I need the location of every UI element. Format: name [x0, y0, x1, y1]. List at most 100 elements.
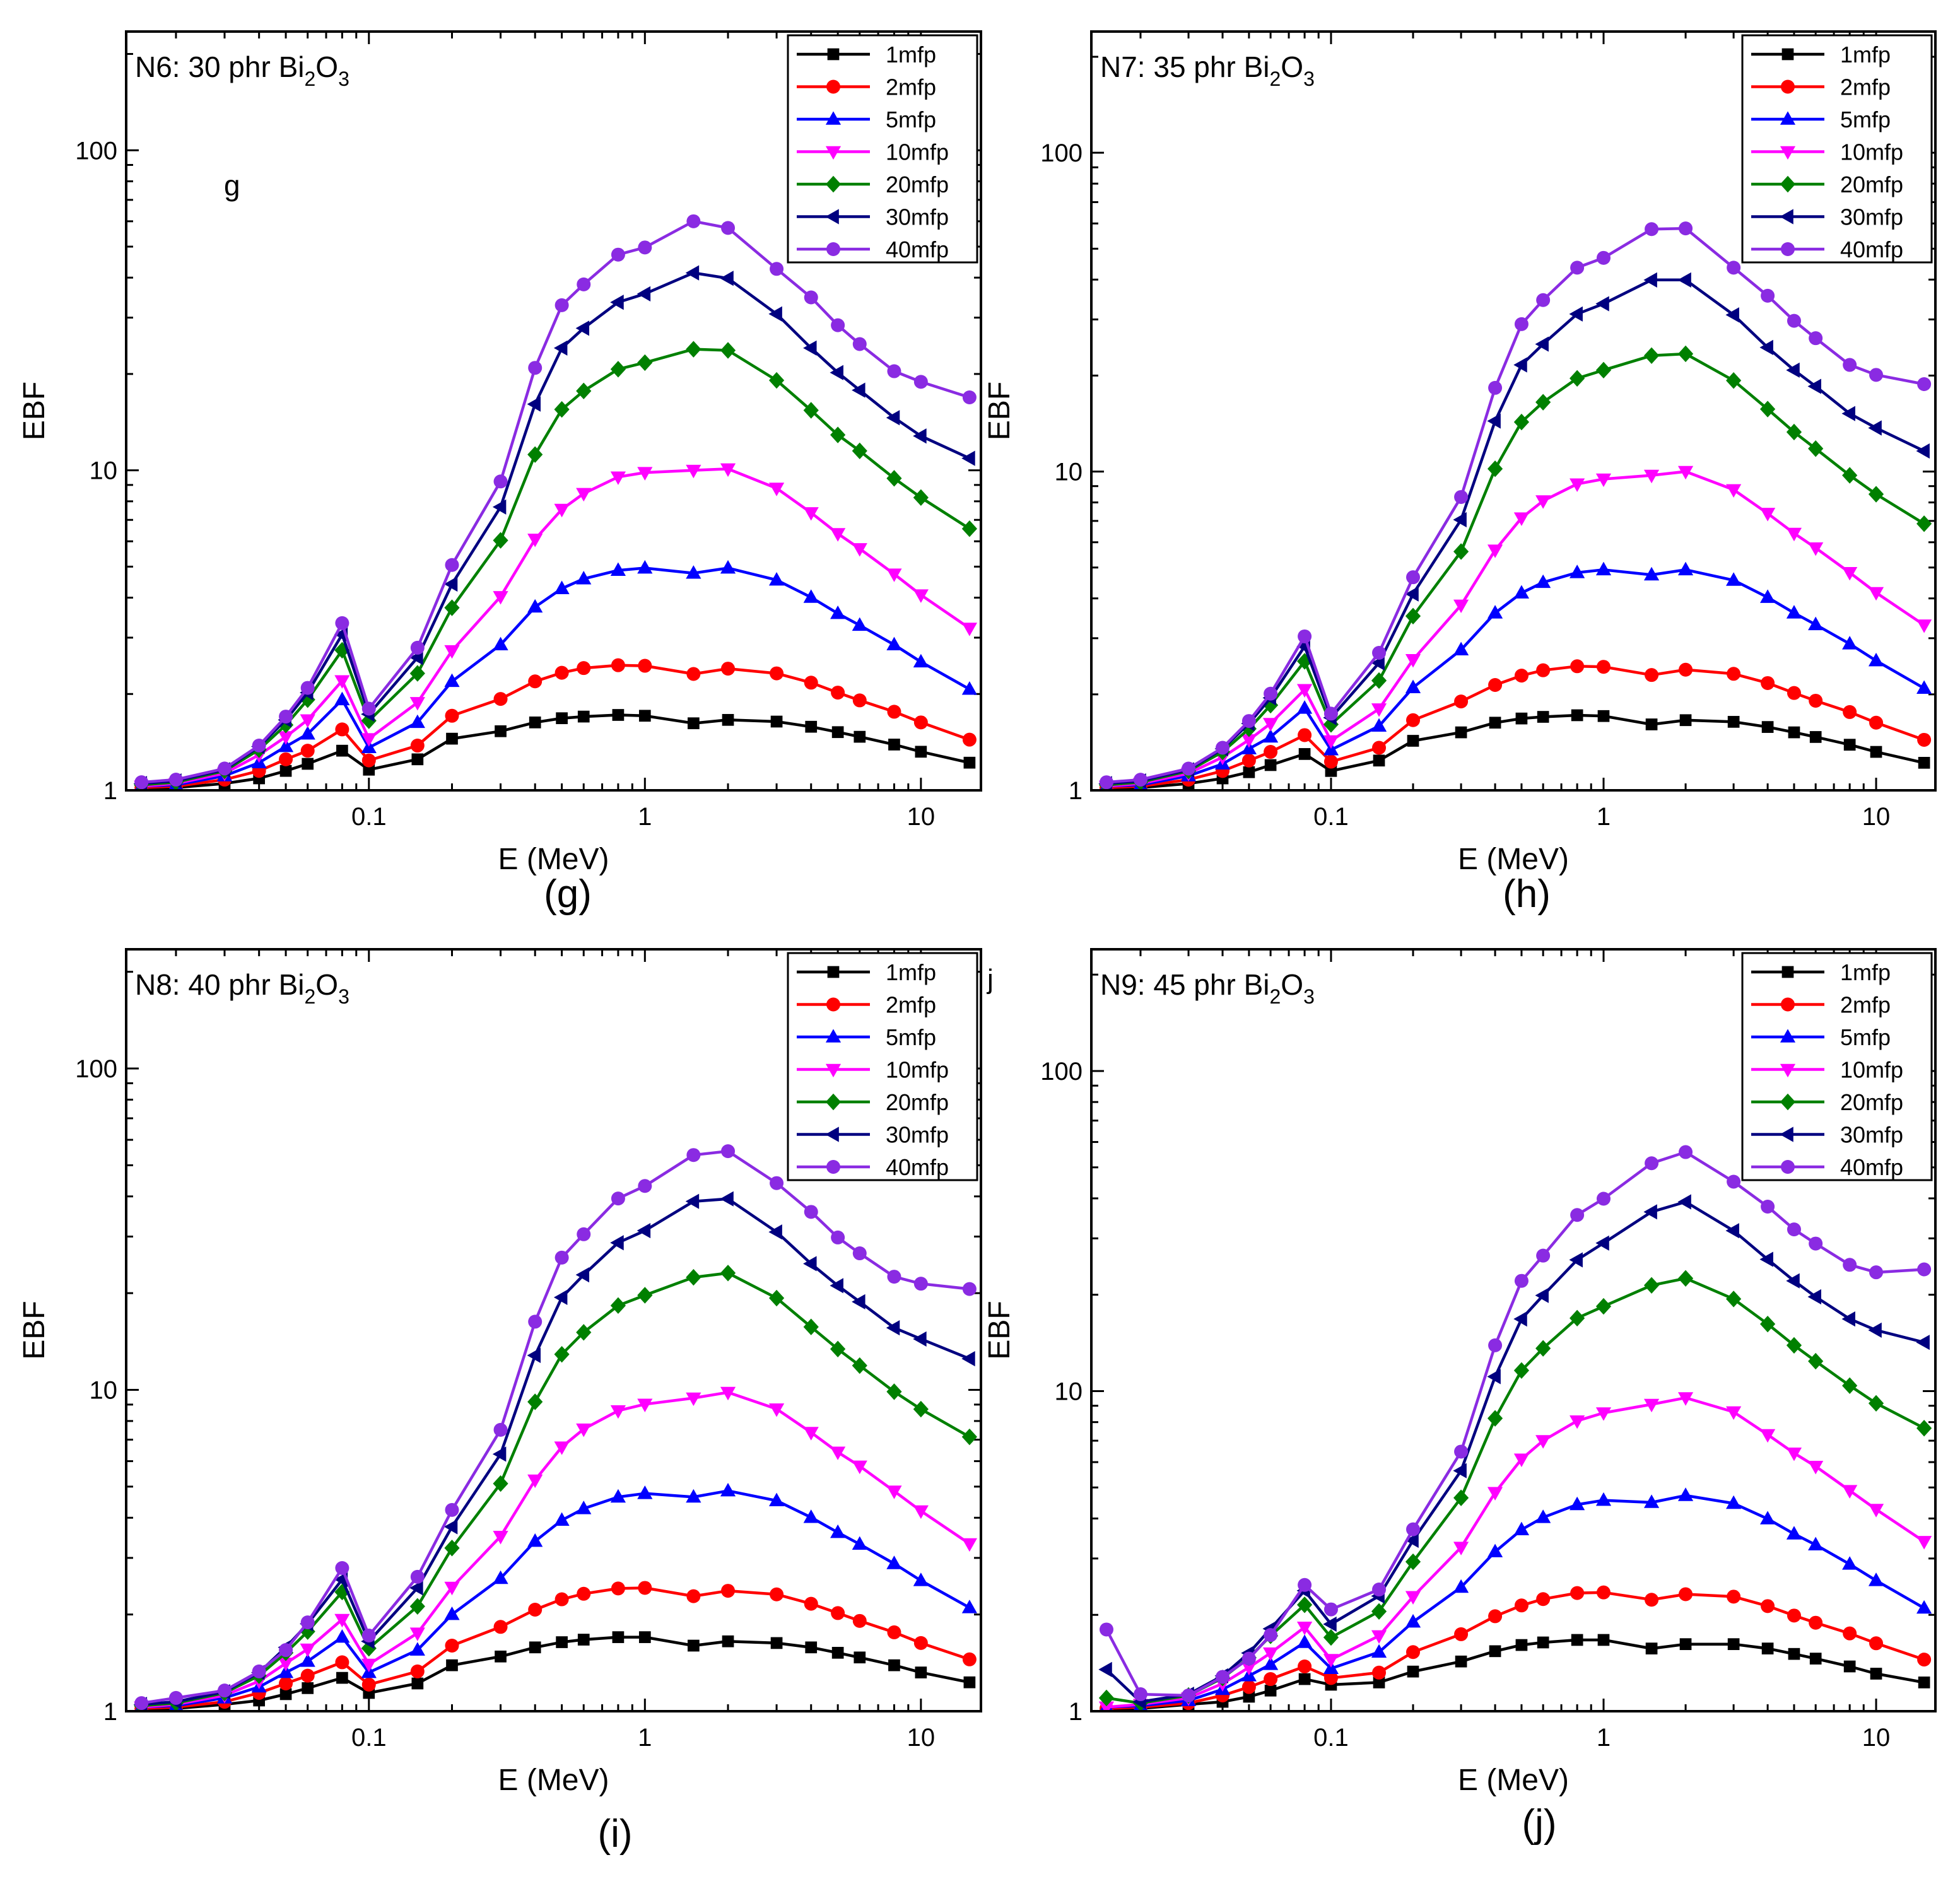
data-point-5mfp — [1513, 1521, 1530, 1536]
data-point-2mfp — [1787, 1608, 1801, 1623]
data-point-5mfp — [576, 571, 592, 585]
data-point-1mfp — [1727, 1638, 1740, 1651]
data-point-40mfp — [134, 1696, 149, 1711]
data-point-30mfp — [1487, 1369, 1501, 1384]
data-point-20mfp — [1916, 1420, 1932, 1437]
data-point-10mfp — [1263, 718, 1279, 732]
x-tick-label: 0.1 — [1313, 803, 1349, 831]
series-40mfp — [1099, 1145, 1932, 1703]
panel-title-mid: O — [1281, 50, 1303, 83]
data-point-30mfp — [1786, 1273, 1800, 1289]
data-point-1mfp — [556, 1636, 568, 1648]
data-point-40mfp — [721, 221, 736, 235]
legend-marker-40mfp — [826, 242, 840, 256]
plot-area — [133, 214, 977, 790]
data-point-30mfp — [886, 1320, 900, 1336]
data-point-20mfp — [1513, 413, 1530, 431]
data-point-30mfp — [637, 286, 651, 301]
data-point-40mfp — [1323, 706, 1338, 721]
data-point-2mfp — [445, 1639, 459, 1653]
data-point-30mfp — [527, 396, 541, 412]
data-point-30mfp — [961, 450, 975, 466]
y-tick-label: 100 — [1040, 1058, 1083, 1086]
legend-marker-20mfp — [825, 175, 842, 193]
data-point-40mfp — [913, 375, 928, 389]
data-point-40mfp — [493, 1422, 508, 1437]
legend-entry-5mfp: 5mfp — [797, 1024, 936, 1050]
data-point-40mfp — [493, 474, 508, 489]
data-point-30mfp — [1453, 512, 1467, 528]
legend-marker-30mfp — [825, 1127, 839, 1142]
data-point-30mfp — [492, 499, 507, 515]
data-point-2mfp — [1454, 1627, 1469, 1641]
data-point-2mfp — [1372, 1665, 1387, 1680]
data-point-2mfp — [555, 665, 569, 680]
data-point-5mfp — [961, 681, 977, 695]
data-point-2mfp — [1570, 659, 1585, 674]
data-point-20mfp — [830, 426, 846, 443]
data-point-40mfp — [445, 1502, 459, 1517]
data-point-1mfp — [1264, 759, 1277, 771]
data-point-1mfp — [854, 730, 866, 743]
data-point-2mfp — [1809, 693, 1823, 708]
data-point-40mfp — [528, 1314, 543, 1329]
legend-label-5mfp: 5mfp — [1840, 107, 1891, 132]
data-point-10mfp — [1726, 1406, 1742, 1420]
data-point-20mfp — [852, 1357, 867, 1374]
legend-marker-30mfp — [1780, 209, 1793, 225]
data-point-30mfp — [1535, 336, 1549, 352]
data-point-20mfp — [444, 1540, 460, 1557]
data-point-40mfp — [1917, 1262, 1932, 1277]
legend-marker-10mfp — [825, 146, 842, 160]
data-point-1mfp — [1571, 1634, 1583, 1646]
data-point-2mfp — [887, 705, 901, 719]
data-point-40mfp — [1372, 645, 1387, 660]
data-point-30mfp — [803, 340, 817, 356]
data-point-20mfp — [1487, 460, 1503, 477]
data-point-40mfp — [168, 773, 183, 787]
data-point-10mfp — [1323, 1654, 1339, 1668]
legend-marker-20mfp — [1780, 175, 1796, 193]
panel-title-sub: 3 — [338, 985, 349, 1008]
data-point-1mfp — [805, 720, 818, 733]
data-point-20mfp — [1263, 696, 1279, 714]
data-point-2mfp — [528, 674, 543, 689]
data-point-5mfp — [686, 1489, 701, 1503]
legend-entry-40mfp: 40mfp — [1751, 237, 1903, 262]
data-point-2mfp — [279, 752, 293, 766]
data-point-30mfp — [1405, 586, 1419, 602]
data-point-20mfp — [913, 489, 929, 506]
data-point-10mfp — [852, 1460, 867, 1475]
x-tick-label: 0.1 — [1313, 1724, 1349, 1752]
plot-area — [133, 1144, 977, 1711]
data-point-5mfp — [1570, 1496, 1585, 1511]
data-point-1mfp — [915, 746, 927, 758]
data-point-10mfp — [554, 503, 570, 518]
legend-label-30mfp: 30mfp — [1840, 1122, 1903, 1148]
series-40mfp — [1099, 221, 1932, 790]
legend-label-2mfp: 2mfp — [886, 992, 936, 1018]
legend-entry-2mfp: 2mfp — [797, 74, 936, 100]
data-point-5mfp — [1677, 1487, 1694, 1501]
data-point-5mfp — [409, 714, 425, 729]
data-point-10mfp — [961, 1538, 977, 1552]
data-point-1mfp — [854, 1651, 866, 1664]
data-point-5mfp — [334, 1629, 350, 1643]
data-point-30mfp — [830, 365, 843, 380]
data-point-40mfp — [1241, 1651, 1256, 1666]
data-point-40mfp — [1099, 1622, 1113, 1637]
legend: 1mfp 2mfp 5mfp 10mfp 20mfp 30mfp 40mfp — [787, 952, 978, 1181]
data-point-1mfp — [770, 715, 783, 728]
data-point-40mfp — [1264, 1628, 1278, 1642]
plot-area — [1098, 1145, 1932, 1711]
data-point-20mfp — [830, 1340, 846, 1357]
data-point-1mfp — [1373, 754, 1385, 767]
data-point-10mfp — [1842, 566, 1858, 581]
legend-label-10mfp: 10mfp — [886, 1057, 949, 1083]
data-point-20mfp — [886, 1383, 902, 1400]
data-point-2mfp — [1727, 667, 1741, 681]
data-point-20mfp — [1371, 672, 1387, 689]
data-point-1mfp — [722, 713, 734, 726]
data-point-40mfp — [577, 277, 591, 291]
data-point-1mfp — [1679, 1638, 1692, 1651]
